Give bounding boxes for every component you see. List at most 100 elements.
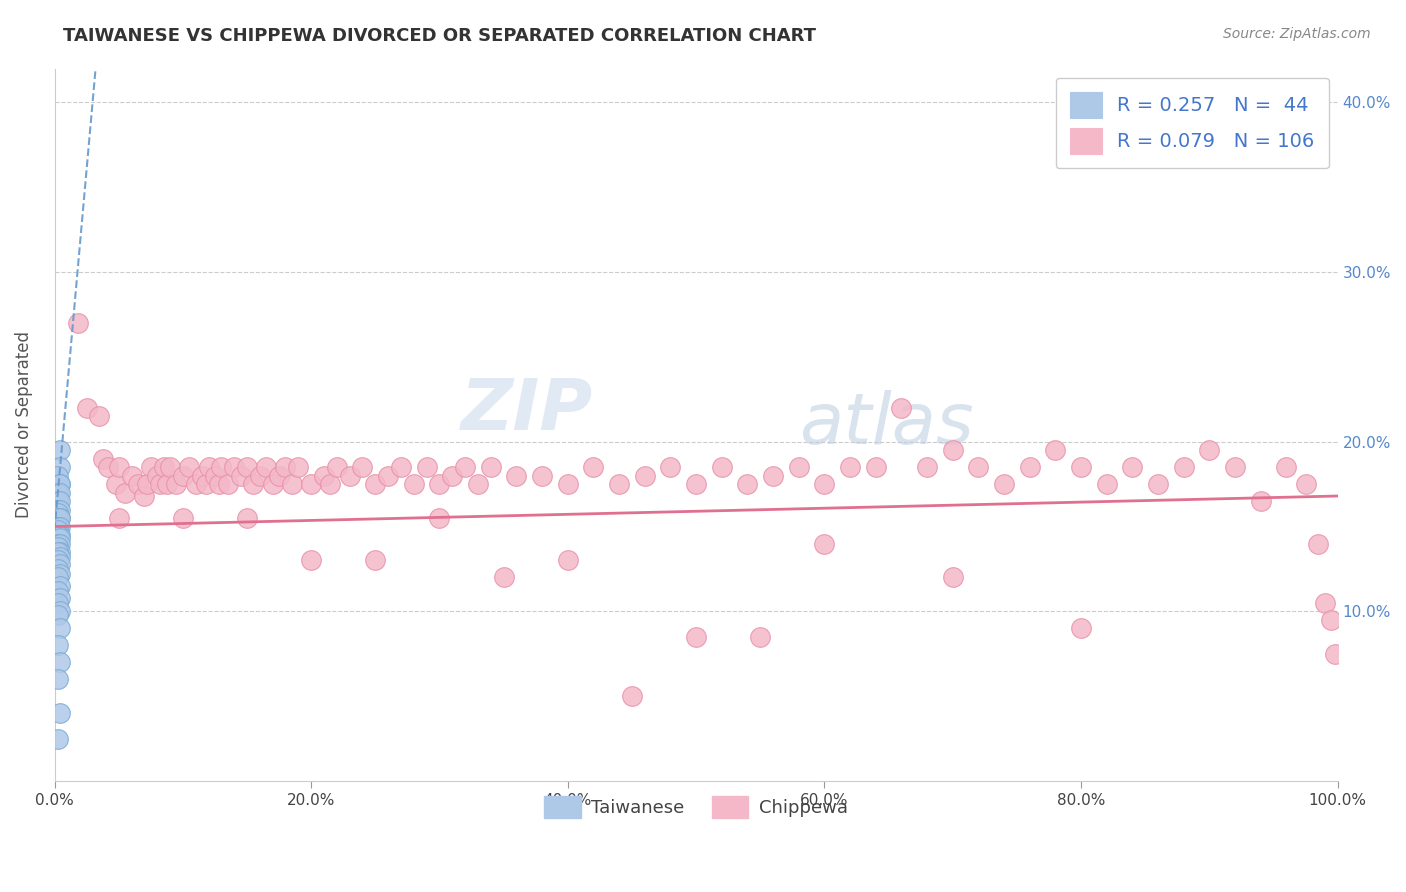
Point xyxy=(48,523,70,537)
Point xyxy=(48,536,70,550)
Point xyxy=(1324,647,1347,661)
Point xyxy=(1095,477,1118,491)
Point xyxy=(262,477,284,491)
Point xyxy=(48,545,70,559)
Point xyxy=(91,451,114,466)
Point xyxy=(229,468,252,483)
Point xyxy=(454,460,477,475)
Point xyxy=(107,460,129,475)
Point xyxy=(48,570,70,584)
Point xyxy=(749,630,772,644)
Point xyxy=(134,489,156,503)
Point xyxy=(48,655,70,669)
Point xyxy=(48,502,70,516)
Point xyxy=(1223,460,1246,475)
Point xyxy=(364,477,387,491)
Point xyxy=(326,460,349,475)
Point xyxy=(159,460,181,475)
Point xyxy=(479,460,502,475)
Point xyxy=(204,468,226,483)
Point xyxy=(1045,443,1067,458)
Point xyxy=(1275,460,1298,475)
Point xyxy=(197,460,219,475)
Point xyxy=(389,460,412,475)
Point xyxy=(620,689,643,703)
Point xyxy=(48,511,70,525)
Point xyxy=(1308,536,1330,550)
Point xyxy=(607,477,630,491)
Point xyxy=(66,316,89,330)
Point xyxy=(1070,621,1092,635)
Point xyxy=(48,460,70,475)
Point xyxy=(287,460,309,475)
Point xyxy=(634,468,657,483)
Point xyxy=(48,528,70,542)
Point xyxy=(139,460,162,475)
Point xyxy=(179,460,201,475)
Point xyxy=(48,584,70,599)
Point xyxy=(107,511,129,525)
Point xyxy=(492,570,515,584)
Point xyxy=(191,468,214,483)
Point xyxy=(48,468,70,483)
Point xyxy=(685,630,707,644)
Text: TAIWANESE VS CHIPPEWA DIVORCED OR SEPARATED CORRELATION CHART: TAIWANESE VS CHIPPEWA DIVORCED OR SEPARA… xyxy=(63,27,817,45)
Point xyxy=(813,536,835,550)
Point xyxy=(737,477,759,491)
Point xyxy=(48,562,70,576)
Point xyxy=(531,468,554,483)
Legend: Taiwanese, Chippewa: Taiwanese, Chippewa xyxy=(537,789,855,825)
Point xyxy=(1018,460,1040,475)
Point xyxy=(48,596,70,610)
Point xyxy=(48,536,70,550)
Point xyxy=(1173,460,1195,475)
Point xyxy=(942,570,965,584)
Point xyxy=(319,477,342,491)
Point xyxy=(48,506,70,520)
Point xyxy=(402,477,425,491)
Point xyxy=(267,468,290,483)
Point xyxy=(299,477,322,491)
Point xyxy=(48,638,70,652)
Point xyxy=(249,468,271,483)
Point xyxy=(377,468,399,483)
Point xyxy=(236,460,259,475)
Point xyxy=(48,519,70,533)
Point xyxy=(505,468,527,483)
Point xyxy=(48,511,70,525)
Point xyxy=(48,591,70,605)
Point xyxy=(865,460,887,475)
Point xyxy=(48,557,70,571)
Point xyxy=(48,532,70,546)
Point xyxy=(208,477,231,491)
Point xyxy=(364,553,387,567)
Point xyxy=(127,477,149,491)
Point xyxy=(121,468,143,483)
Point xyxy=(48,731,70,746)
Point xyxy=(149,477,172,491)
Point xyxy=(890,401,912,415)
Point xyxy=(1250,494,1272,508)
Point xyxy=(659,460,682,475)
Point xyxy=(339,468,361,483)
Point xyxy=(685,477,707,491)
Point xyxy=(582,460,605,475)
Point xyxy=(165,477,187,491)
Point xyxy=(1070,460,1092,475)
Point xyxy=(48,519,70,533)
Point xyxy=(48,604,70,618)
Point xyxy=(48,528,70,542)
Point xyxy=(146,468,169,483)
Point xyxy=(105,477,128,491)
Point xyxy=(787,460,810,475)
Point xyxy=(48,579,70,593)
Point xyxy=(429,511,451,525)
Text: atlas: atlas xyxy=(799,391,973,459)
Point xyxy=(217,477,239,491)
Point xyxy=(1198,443,1220,458)
Point xyxy=(48,502,70,516)
Point xyxy=(762,468,785,483)
Point xyxy=(48,550,70,565)
Point xyxy=(209,460,232,475)
Point xyxy=(48,494,70,508)
